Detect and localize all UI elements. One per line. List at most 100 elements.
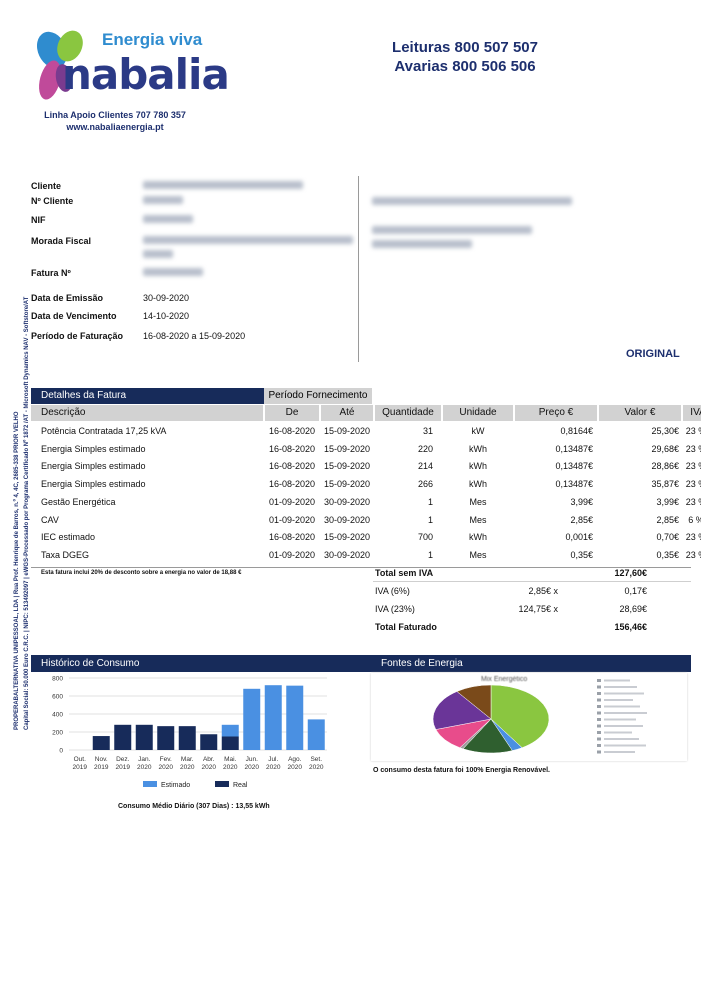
x-tick-label: 2020 [180,764,195,771]
emissao-value: 30-09-2020 [143,293,190,303]
cell-de: 01-09-2020 [268,514,316,525]
x-tick-label: Fev. [160,756,172,763]
x-tick-label: 2019 [116,764,131,771]
legend-label-illegible [604,686,637,688]
col-valor: Valor € [599,405,681,421]
cell-valor: 2,85€ [656,514,679,525]
num-cliente-value-redacted [143,196,183,204]
x-tick-label: Jan. [138,756,150,763]
col-unidade: Unidade [443,405,513,421]
legend-swatch-real [215,781,229,787]
periodo-label: Período de Faturação [31,331,124,341]
morada-label: Morada Fiscal [31,236,92,246]
legend-label-illegible [604,692,644,695]
legend-label-illegible [604,705,640,708]
history-average-note: Consumo Médio Diário (307 Dias) : 13,55 … [118,803,270,810]
cell-iva: 23 % [685,496,701,507]
cell-ate: 15-09-2020 [323,479,371,490]
address-city-redacted [372,240,472,248]
bar-real [178,726,196,750]
logo: Energia viva nabalia [34,28,230,108]
iva23-label: IVA (23%) [375,604,415,614]
readings-line: Leituras 800 507 507 [392,39,538,56]
butterfly-icon [36,30,83,100]
cell-iva: 23 % [685,479,701,490]
legend-swatch-estimado [143,781,157,787]
periodo-value: 16-08-2020 a 15-09-2020 [143,331,246,341]
legend-swatch [597,698,601,702]
bar-real [221,736,239,750]
legend-swatch [597,705,601,708]
address-name-redacted [372,197,572,205]
x-tick-label: 2020 [288,764,303,771]
cell-un: kW [471,426,485,436]
cell-de: 16-08-2020 [268,479,316,490]
bar-real [200,734,218,750]
emissao-label: Data de Emissão [31,293,104,303]
legend-label-illegible [604,712,647,714]
x-tick-label: 2019 [73,764,88,771]
bar-estimado [264,685,282,750]
cell-valor: 35,87€ [651,479,679,490]
bar-real [157,726,175,750]
x-tick-label: 2020 [137,764,152,771]
energy-mix-pie-chart [432,684,550,754]
faults-line: Avarias 800 506 506 [394,58,536,75]
legend-swatch [597,750,601,754]
iva23-base: 124,75€ x [518,604,558,614]
legend-label-illegible [604,699,633,701]
legend-swatch [597,744,601,747]
side-legal-line-1: PROPERABALTERNATIVA UNIPESSOAL, LDA | Ru… [14,411,20,730]
cell-un: kWh [469,443,487,454]
cell-iva: 23 % [685,426,701,436]
iva6-base: 2,85€ x [528,586,558,596]
x-tick-label: Mai. [224,756,236,763]
col-preco: Preço € [515,405,597,421]
legend-label-illegible [604,738,639,740]
morada-value-redacted-1 [143,236,353,244]
table-header: Descrição De Até Quantidade Unidade Preç… [31,405,701,421]
cell-qtd: 1 [427,549,433,560]
table-row: Gestão Energética 01-09-2020 30-09-2020 1 Me… [31,494,701,512]
cell-qtd: 214 [417,461,433,472]
cell-qtd: 220 [417,443,433,454]
bar-real [135,724,153,750]
cell-preco: 2,85€ [570,514,593,525]
vencimento-value: 14-10-2020 [143,311,190,321]
x-tick-label: Jun. [246,756,258,763]
legend-swatch [597,718,601,721]
cell-desc: Energia Simples estimado [41,443,146,454]
cell-un: kWh [469,461,487,472]
website[interactable]: www.nabaliaenergia.pt [66,122,164,132]
col-ate: Até [321,405,373,421]
x-tick-label: Ago. [288,756,302,763]
cell-de: 16-08-2020 [268,532,316,543]
address-street-redacted [372,226,532,234]
morada-value-redacted-2 [143,250,173,258]
legend-swatch [597,679,601,682]
cell-de: 16-08-2020 [268,461,316,472]
cell-de: 16-08-2020 [268,443,316,454]
vencimento-label: Data de Vencimento [31,311,117,321]
vertical-divider [358,176,359,362]
cell-ate: 30-09-2020 [323,549,371,560]
cell-ate: 15-09-2020 [323,532,371,543]
cell-preco: 0,8164€ [560,426,593,436]
cell-ate: 30-09-2020 [323,514,371,525]
bar-estimado [307,719,325,750]
cell-preco: 0,13487€ [555,443,593,454]
energy-title: Fontes de Energia [371,655,691,672]
legend-label-illegible [604,731,632,734]
cell-ate: 15-09-2020 [323,461,371,472]
cell-ate: 30-09-2020 [323,496,371,507]
x-tick-label: 2020 [223,764,238,771]
cell-preco: 3,99€ [570,496,593,507]
cell-valor: 3,99€ [656,496,679,507]
bar-estimado [221,724,239,737]
iva6-value: 0,17€ [624,586,647,596]
cell-iva: 23 % [685,461,701,472]
x-tick-label: 2020 [159,764,174,771]
cell-un: kWh [469,479,487,490]
x-tick-label: 2019 [94,764,109,771]
cell-desc: Gestão Energética [41,496,116,507]
